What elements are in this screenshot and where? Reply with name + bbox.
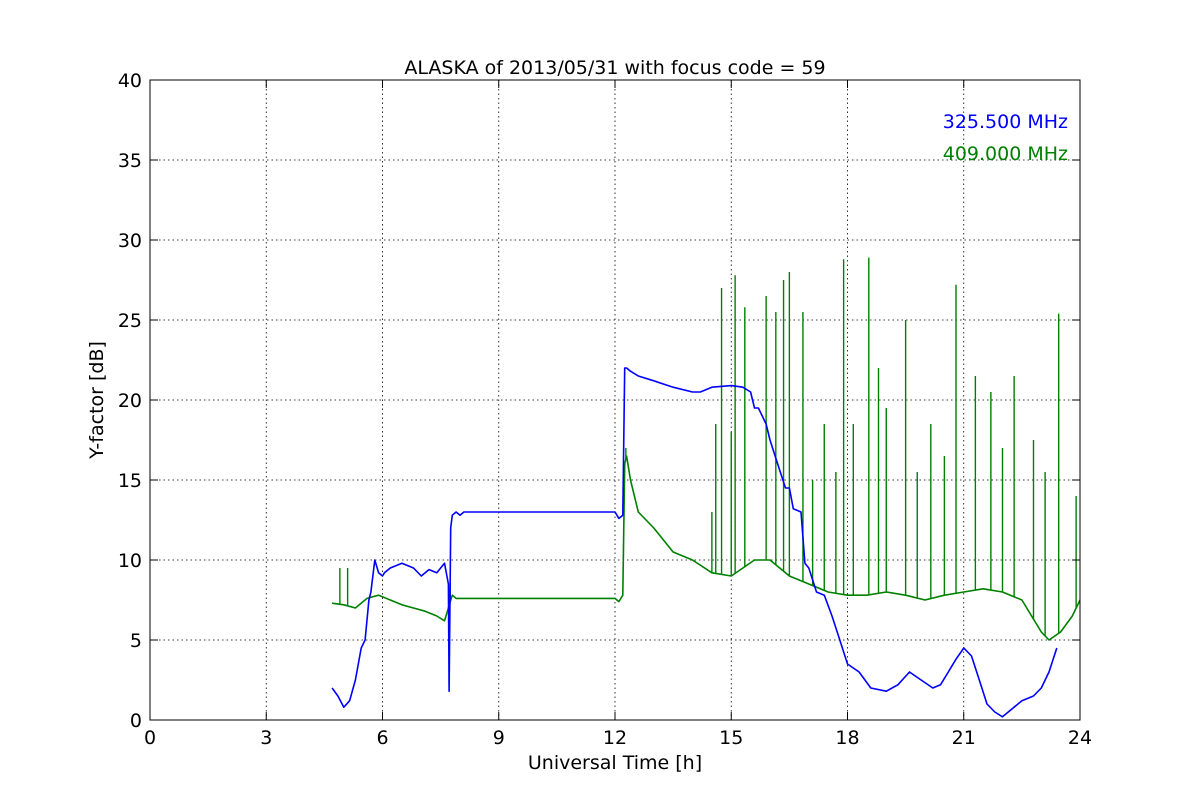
x-tick-label: 24 <box>1068 727 1092 749</box>
series-layer <box>331 257 1080 718</box>
legend: 325.500 MHz 409.000 MHz <box>943 111 1068 165</box>
y-tick-label: 40 <box>118 70 142 92</box>
series-line <box>331 455 1080 641</box>
y-tick-label: 25 <box>118 310 142 332</box>
x-tick-label: 0 <box>144 727 156 749</box>
x-tick-label: 12 <box>603 727 627 749</box>
y-tick-label: 10 <box>118 550 142 572</box>
tick-labels: 0 3 6 9 12 15 18 21 24 0 5 10 15 20 25 30 35 40 <box>118 70 1092 749</box>
series-group <box>331 257 1080 718</box>
grid <box>150 80 1080 720</box>
axis-ticks <box>149 79 1081 721</box>
chart-title: ALASKA of 2013/05/31 with focus code = 5… <box>404 57 825 79</box>
y-tick-label: 35 <box>118 150 142 172</box>
x-tick-label: 3 <box>260 727 272 749</box>
y-tick-label: 0 <box>130 710 142 732</box>
x-tick-label: 15 <box>719 727 743 749</box>
y-tick-label: 5 <box>130 630 142 652</box>
y-tick-label: 30 <box>118 230 142 252</box>
y-tick-label: 15 <box>118 470 142 492</box>
x-tick-label: 18 <box>835 727 859 749</box>
x-tick-label: 9 <box>493 727 505 749</box>
y-tick-label: 20 <box>118 390 142 412</box>
x-tick-label: 6 <box>376 727 388 749</box>
legend-entry: 409.000 MHz <box>943 143 1068 165</box>
legend-entry: 325.500 MHz <box>943 111 1068 133</box>
x-axis-label: Universal Time [h] <box>528 752 702 774</box>
x-tick-label: 21 <box>952 727 976 749</box>
series-line <box>331 367 1058 718</box>
y-axis-label: Y-factor [dB] <box>86 341 108 460</box>
